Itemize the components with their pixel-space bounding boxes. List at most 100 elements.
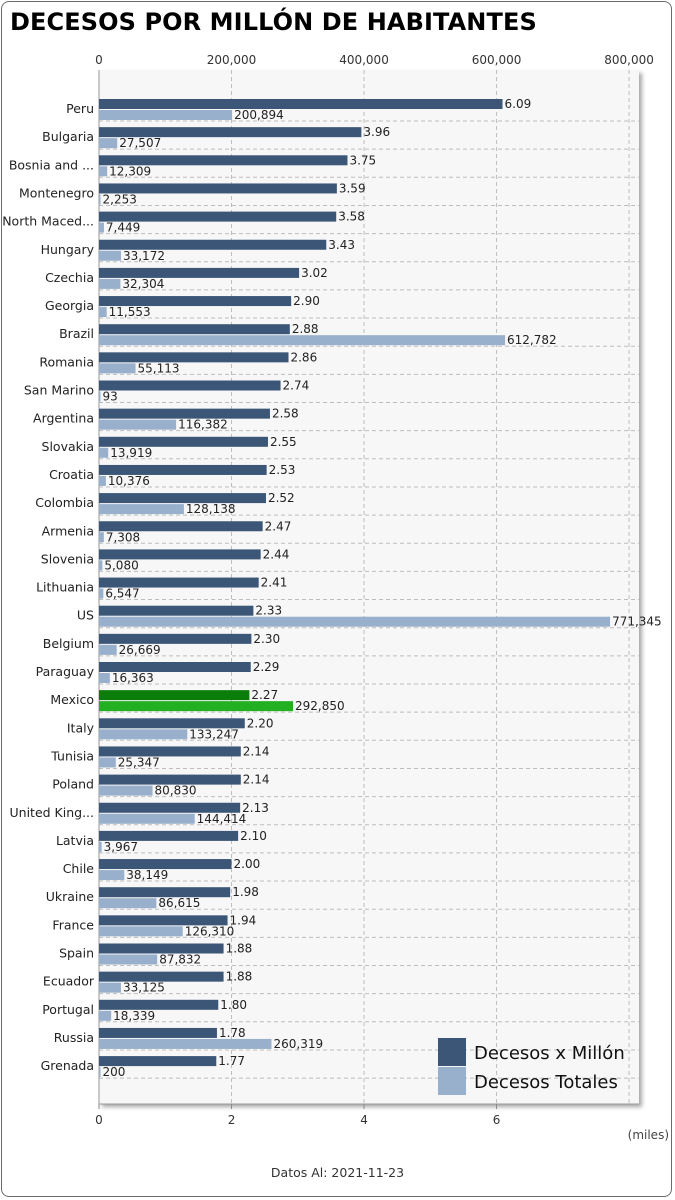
data-label-decesos-totales: 200,894: [234, 108, 284, 122]
bar-decesos-totales: [99, 194, 101, 205]
bar-decesos-totales: [99, 1038, 272, 1049]
category-label: San Marino: [24, 383, 94, 398]
bar-decesos-totales: [99, 335, 506, 346]
data-label-decesos-x-millon: 2.10: [240, 829, 267, 843]
bar-decesos-totales: [99, 419, 177, 430]
data-label-decesos-x-millon: 2.14: [243, 773, 270, 787]
category-label: Slovakia: [42, 439, 94, 454]
bar-decesos-x-millon: [99, 549, 261, 560]
bar-decesos-x-millon: [99, 633, 252, 644]
category-label: Chile: [63, 861, 95, 876]
category-label: Paraguay: [36, 664, 95, 679]
category-label: Georgia: [45, 298, 94, 313]
data-label-decesos-totales: 38,149: [126, 868, 168, 882]
bar-decesos-totales: [99, 447, 109, 458]
bar-decesos-totales: [99, 588, 104, 599]
data-label-decesos-totales: 16,363: [112, 671, 154, 685]
data-label-decesos-totales: 33,125: [123, 981, 165, 995]
bottom-axis-tick-label: 2: [228, 1113, 236, 1127]
bars: [99, 99, 611, 1078]
bar-decesos-totales: [99, 926, 183, 937]
bar-decesos-totales: [99, 278, 121, 289]
bar-decesos-totales: [99, 391, 101, 402]
data-label-decesos-x-millon: 1.77: [218, 1054, 245, 1068]
bar-decesos-totales: [99, 222, 104, 233]
data-label-decesos-totales: 200: [103, 1065, 126, 1079]
bar-decesos-totales: [99, 504, 184, 515]
category-label: Croatia: [49, 467, 94, 482]
data-label-decesos-totales: 116,382: [178, 418, 228, 432]
bar-decesos-totales: [99, 785, 153, 796]
data-label-decesos-totales: 144,414: [197, 812, 247, 826]
data-label-decesos-totales: 6,547: [105, 587, 139, 601]
bar-decesos-x-millon: [99, 521, 263, 532]
data-label-decesos-totales: 10,376: [108, 474, 150, 488]
bar-decesos-totales: [99, 870, 125, 881]
bar-decesos-totales: [99, 644, 117, 655]
data-label-decesos-x-millon: 2.58: [272, 407, 299, 421]
bar-decesos-totales: [99, 532, 104, 543]
data-label-decesos-x-millon: 2.20: [247, 716, 274, 730]
data-label-decesos-x-millon: 2.47: [265, 519, 292, 533]
data-label-decesos-x-millon: 3.59: [339, 181, 366, 195]
bar-decesos-x-millon: [99, 464, 267, 475]
data-label-decesos-x-millon: 1.80: [220, 998, 247, 1012]
category-label: Belgium: [43, 636, 94, 651]
category-label: Grenada: [41, 1058, 94, 1073]
bar-decesos-totales: [99, 250, 121, 261]
unit-note: (miles): [627, 1128, 669, 1142]
bar-decesos-x-millon: [99, 999, 219, 1010]
legend-label-per-million: Decesos x Millón: [474, 1043, 625, 1064]
data-label-decesos-x-millon: 2.27: [251, 688, 278, 702]
bar-decesos-x-millon: [99, 493, 266, 504]
data-label-decesos-x-millon: 2.00: [234, 857, 261, 871]
data-label-decesos-totales: 2,253: [103, 192, 137, 206]
data-label-decesos-x-millon: 2.53: [269, 463, 296, 477]
bar-decesos-x-millon: [99, 296, 292, 307]
bar-decesos-x-millon: [99, 746, 241, 757]
bar-decesos-totales: [99, 307, 107, 318]
data-label-decesos-x-millon: 2.86: [290, 350, 317, 364]
category-label: Argentina: [33, 411, 94, 426]
bar-decesos-x-millon: [99, 380, 281, 391]
category-label: Ecuador: [43, 974, 95, 989]
bottom-axis-tick-label: 4: [360, 1113, 368, 1127]
bar-decesos-x-millon: [99, 183, 337, 194]
category-label: Tunisia: [50, 748, 94, 763]
bar-decesos-totales: [99, 138, 118, 149]
bar-decesos-totales: [99, 1010, 112, 1021]
legend-label-total: Decesos Totales: [474, 1072, 618, 1093]
bar-decesos-totales: [99, 110, 233, 120]
category-label: Mexico: [50, 692, 94, 707]
bar-decesos-x-millon: [99, 802, 241, 813]
category-labels: Peru Bulgaria Bosnia and ... Montenegro Nort…: [2, 101, 95, 1073]
category-label: Peru: [66, 101, 94, 116]
legend: Decesos x Millón Decesos Totales: [438, 1038, 625, 1095]
data-label-decesos-totales: 26,669: [119, 643, 161, 657]
bar-decesos-totales: [99, 166, 108, 177]
data-label-decesos-x-millon: 1.94: [230, 913, 257, 927]
category-label: United King...: [10, 805, 95, 820]
data-label-decesos-totales: 260,319: [273, 1037, 323, 1051]
data-label-decesos-x-millon: 2.52: [268, 491, 295, 505]
data-label-decesos-totales: 133,247: [189, 727, 239, 741]
data-label-decesos-totales: 27,507: [119, 136, 161, 150]
bar-decesos-x-millon: [99, 605, 254, 616]
data-label-decesos-totales: 80,830: [155, 784, 197, 798]
bar-decesos-x-millon: [99, 830, 239, 841]
data-label-decesos-totales: 771,345: [612, 615, 662, 629]
data-label-decesos-totales: 33,172: [123, 249, 165, 263]
bar-decesos-totales: [99, 616, 611, 627]
bar-decesos-x-millon: [99, 1027, 217, 1038]
data-label-decesos-x-millon: 6.09: [505, 97, 532, 111]
top-axis-tick-label: 200,000: [207, 53, 257, 67]
bar-decesos-x-millon: [99, 971, 224, 982]
category-label: Russia: [54, 1030, 94, 1045]
category-label: Bulgaria: [42, 129, 94, 144]
data-label-decesos-totales: 32,304: [122, 277, 164, 291]
bar-decesos-x-millon: [99, 718, 245, 729]
data-label-decesos-x-millon: 2.74: [283, 379, 310, 393]
data-label-decesos-x-millon: 3.02: [301, 266, 328, 280]
bar-decesos-x-millon: [99, 352, 289, 363]
